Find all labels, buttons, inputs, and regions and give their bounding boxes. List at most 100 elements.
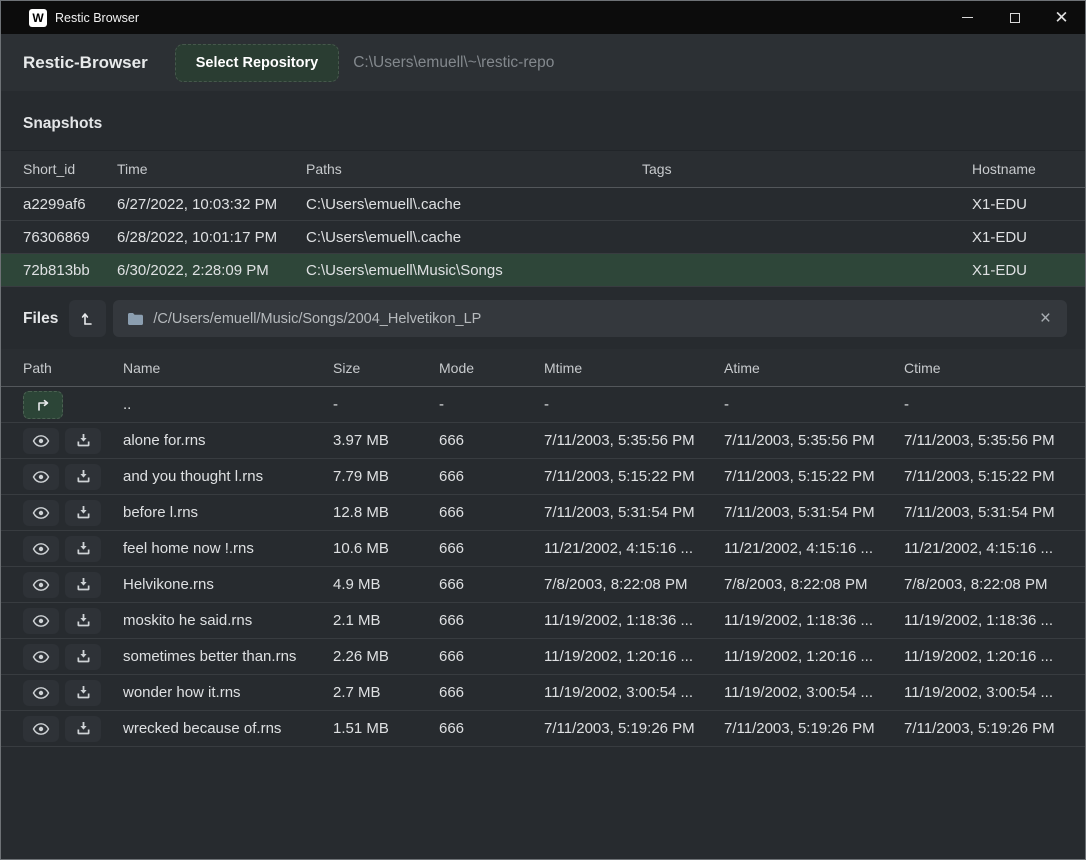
file-mode: 666 bbox=[439, 468, 465, 485]
file-name: sometimes better than.rns bbox=[123, 648, 297, 665]
download-file-button[interactable] bbox=[65, 535, 101, 562]
file-size: 7.79 MB bbox=[333, 468, 389, 485]
file-atime: 7/11/2003, 5:35:56 PM bbox=[724, 432, 875, 449]
file-atime: 11/21/2002, 4:15:16 ... bbox=[724, 540, 874, 557]
file-row: moskito he said.rns 2.1 MB 666 11/19/200… bbox=[1, 603, 1085, 639]
download-icon bbox=[77, 722, 89, 735]
files-toolbar: Files /C/Users/emuell/Music/Songs/2004_H… bbox=[1, 300, 1067, 337]
file-row: wrecked because of.rns 1.51 MB 666 7/11/… bbox=[1, 711, 1085, 747]
parent-mtime: - bbox=[544, 396, 549, 413]
file-ctime: 11/21/2002, 4:15:16 ... bbox=[904, 540, 1054, 557]
snapshot-time: 6/27/2022, 10:03:32 PM bbox=[117, 195, 278, 213]
preview-file-button[interactable] bbox=[23, 643, 59, 670]
file-mtime: 11/19/2002, 3:00:54 ... bbox=[544, 684, 694, 701]
parent-mode: - bbox=[439, 396, 444, 413]
file-ctime: 7/11/2003, 5:31:54 PM bbox=[904, 504, 1055, 521]
clear-path-button[interactable]: × bbox=[1038, 309, 1053, 328]
preview-file-button[interactable] bbox=[23, 535, 59, 562]
download-file-button[interactable] bbox=[65, 427, 101, 454]
snapshot-row[interactable]: a2299af6 6/27/2022, 10:03:32 PM C:\Users… bbox=[1, 188, 1085, 221]
download-file-button[interactable] bbox=[65, 715, 101, 742]
file-size: 2.1 MB bbox=[333, 612, 381, 629]
file-atime: 7/11/2003, 5:15:22 PM bbox=[724, 468, 875, 485]
parent-name[interactable]: .. bbox=[123, 396, 132, 413]
file-row: feel home now !.rns 10.6 MB 666 11/21/20… bbox=[1, 531, 1085, 567]
file-mode: 666 bbox=[439, 648, 465, 665]
download-icon bbox=[77, 614, 89, 627]
preview-file-button[interactable] bbox=[23, 607, 59, 634]
col-time: Time bbox=[117, 161, 148, 177]
snapshot-row[interactable]: 76306869 6/28/2022, 10:01:17 PM C:\Users… bbox=[1, 221, 1085, 254]
eye-icon bbox=[32, 722, 50, 735]
col-ctime: Ctime bbox=[904, 359, 941, 376]
file-name: wrecked because of.rns bbox=[123, 720, 282, 737]
go-to-parent-button[interactable] bbox=[23, 390, 63, 419]
snapshots-heading: Snapshots bbox=[23, 115, 103, 132]
download-file-button[interactable] bbox=[65, 679, 101, 706]
file-atime: 11/19/2002, 3:00:54 ... bbox=[724, 684, 874, 701]
download-icon bbox=[77, 434, 89, 447]
download-icon bbox=[77, 578, 89, 591]
snapshot-paths: C:\Users\emuell\Music\Songs bbox=[306, 261, 503, 279]
file-mtime: 7/11/2003, 5:31:54 PM bbox=[544, 504, 695, 521]
download-icon bbox=[77, 686, 89, 699]
maximize-button[interactable] bbox=[991, 1, 1038, 34]
snapshot-short-id: 72b813bb bbox=[23, 261, 90, 279]
snapshot-hostname: X1-EDU bbox=[972, 261, 1028, 279]
go-to-root-button[interactable] bbox=[69, 300, 107, 337]
current-path-bar[interactable]: /C/Users/emuell/Music/Songs/2004_Helveti… bbox=[113, 300, 1067, 337]
file-mtime: 11/19/2002, 1:18:36 ... bbox=[544, 612, 694, 629]
download-file-button[interactable] bbox=[65, 643, 101, 670]
close-icon: ✕ bbox=[1054, 8, 1069, 27]
download-file-button[interactable] bbox=[65, 499, 101, 526]
folder-icon bbox=[128, 312, 144, 325]
up-then-right-arrow-icon bbox=[38, 399, 49, 411]
file-name: moskito he said.rns bbox=[123, 612, 253, 629]
app-logo-icon: W bbox=[29, 8, 47, 27]
parent-atime: - bbox=[724, 396, 729, 413]
current-path-text: /C/Users/emuell/Music/Songs/2004_Helveti… bbox=[153, 310, 482, 327]
snapshot-paths: C:\Users\emuell\.cache bbox=[306, 195, 462, 213]
file-mode: 666 bbox=[439, 504, 465, 521]
preview-file-button[interactable] bbox=[23, 499, 59, 526]
empty-space bbox=[1, 747, 1085, 859]
snapshots-table-header: Short_id Time Paths Tags Hostname bbox=[1, 150, 1085, 188]
eye-icon bbox=[32, 434, 50, 447]
snapshot-row[interactable]: 72b813bb 6/30/2022, 2:28:09 PM C:\Users\… bbox=[1, 254, 1085, 287]
file-mtime: 7/11/2003, 5:35:56 PM bbox=[544, 432, 695, 449]
file-row: alone for.rns 3.97 MB 666 7/11/2003, 5:3… bbox=[1, 423, 1085, 459]
preview-file-button[interactable] bbox=[23, 571, 59, 598]
close-button[interactable]: ✕ bbox=[1038, 1, 1085, 34]
eye-icon bbox=[32, 470, 50, 483]
file-row: Helvikone.rns 4.9 MB 666 7/8/2003, 8:22:… bbox=[1, 567, 1085, 603]
file-row: and you thought l.rns 7.79 MB 666 7/11/2… bbox=[1, 459, 1085, 495]
maximize-icon bbox=[1009, 12, 1020, 23]
snapshot-short-id: 76306869 bbox=[23, 228, 90, 246]
file-atime: 11/19/2002, 1:20:16 ... bbox=[724, 648, 874, 665]
parent-size: - bbox=[333, 396, 338, 413]
snapshot-hostname: X1-EDU bbox=[972, 195, 1028, 213]
file-ctime: 11/19/2002, 1:18:36 ... bbox=[904, 612, 1054, 629]
file-size: 4.9 MB bbox=[333, 576, 381, 593]
minimize-button[interactable] bbox=[944, 1, 991, 34]
download-icon bbox=[77, 650, 89, 663]
file-mtime: 7/11/2003, 5:19:26 PM bbox=[544, 720, 695, 737]
download-file-button[interactable] bbox=[65, 571, 101, 598]
file-name: and you thought l.rns bbox=[123, 468, 264, 485]
col-mtime: Mtime bbox=[544, 359, 583, 376]
select-repository-button[interactable]: Select Repository bbox=[174, 43, 340, 82]
snapshot-paths: C:\Users\emuell\.cache bbox=[306, 228, 462, 246]
file-atime: 7/11/2003, 5:31:54 PM bbox=[724, 504, 875, 521]
download-file-button[interactable] bbox=[65, 607, 101, 634]
preview-file-button[interactable] bbox=[23, 463, 59, 490]
preview-file-button[interactable] bbox=[23, 715, 59, 742]
col-paths: Paths bbox=[306, 161, 342, 177]
preview-file-button[interactable] bbox=[23, 679, 59, 706]
preview-file-button[interactable] bbox=[23, 427, 59, 454]
files-table-header: Path Name Size Mode Mtime Atime Ctime bbox=[1, 349, 1085, 387]
col-mode: Mode bbox=[439, 359, 475, 376]
download-file-button[interactable] bbox=[65, 463, 101, 490]
file-name: before l.rns bbox=[123, 504, 199, 521]
file-size: 10.6 MB bbox=[333, 540, 389, 557]
